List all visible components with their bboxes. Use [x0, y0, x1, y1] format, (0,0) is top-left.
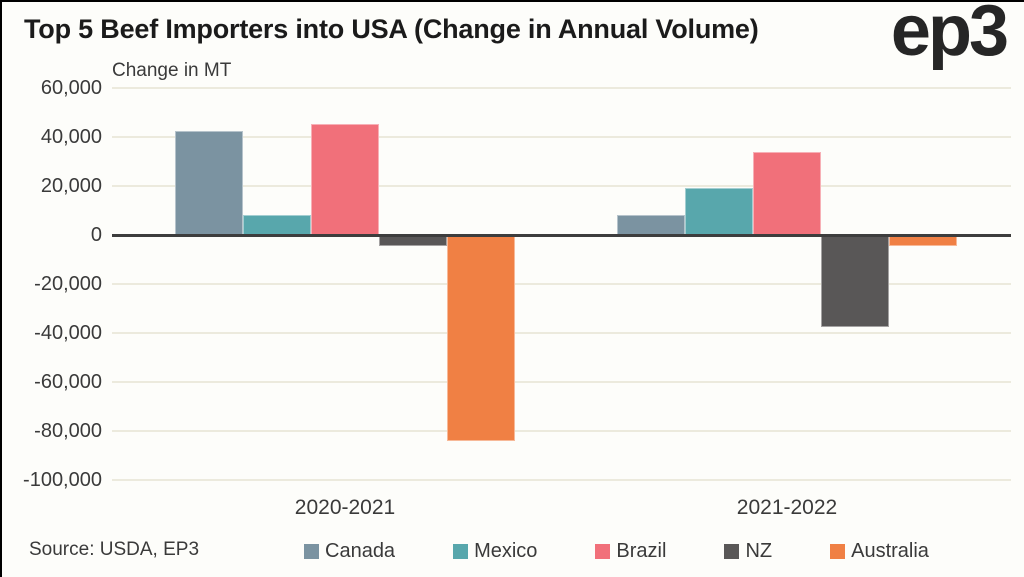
- legend-swatch-nz: [724, 543, 740, 559]
- legend-swatch-mexico: [453, 543, 469, 559]
- legend-swatch-canada: [304, 543, 319, 559]
- y-tick-label: 20,000: [40, 175, 102, 197]
- bar-nz-2021-2022: [821, 235, 889, 327]
- legend-label: Canada: [325, 539, 396, 562]
- source-note: Source: USDA, EP3: [29, 539, 200, 560]
- y-tick-label: -100,000: [23, 469, 102, 491]
- bar-mexico-2021-2022: [685, 188, 753, 235]
- legend-item-brazil: Brazil: [595, 540, 666, 563]
- y-tick-label: 40,000: [40, 126, 102, 148]
- bar-canada-2020-2021: [175, 130, 243, 235]
- legend-label: Australia: [851, 539, 929, 562]
- bar-australia-2021-2022: [889, 235, 957, 247]
- chart-title: Top 5 Beef Importers into USA (Change in…: [24, 14, 759, 44]
- zero-axis-line: [112, 233, 1011, 237]
- legend-label: Brazil: [616, 539, 667, 562]
- gridline-60000: [112, 87, 1011, 89]
- category-label-2020-2021: 2020-2021: [294, 496, 396, 519]
- y-tick-label: -80,000: [34, 420, 102, 442]
- gridline--40000: [112, 332, 1011, 334]
- bar-canada-2021-2022: [617, 215, 685, 235]
- gridline--60000: [112, 381, 1011, 383]
- gridline-20000: [112, 185, 1011, 187]
- bar-brazil-2021-2022: [753, 151, 821, 235]
- category-label-2021-2022: 2021-2022: [736, 496, 838, 519]
- legend-label: NZ: [745, 539, 773, 562]
- y-axis-title: Change in MT: [112, 60, 232, 81]
- gridline-40000: [112, 136, 1011, 138]
- y-tick-label: -60,000: [34, 371, 102, 393]
- legend-item-mexico: Mexico: [453, 540, 537, 563]
- bar-brazil-2020-2021: [311, 123, 379, 235]
- gridline--80000: [112, 430, 1011, 432]
- gridline--20000: [112, 283, 1011, 285]
- legend-item-canada: Canada: [304, 540, 395, 563]
- y-tick-label: 60,000: [40, 77, 102, 99]
- plot-area: [112, 87, 1011, 481]
- bar-australia-2020-2021: [447, 235, 515, 441]
- legend-item-nz: NZ: [724, 540, 772, 563]
- legend-swatch-brazil: [595, 543, 611, 559]
- bar-mexico-2020-2021: [243, 215, 311, 235]
- y-tick-label: -40,000: [34, 322, 102, 344]
- ep3-logo: ep3: [890, 0, 1009, 71]
- legend: Canada Mexico Brazil NZ Australia: [304, 537, 929, 565]
- bar-nz-2020-2021: [379, 235, 447, 247]
- legend-item-australia: Australia: [830, 540, 929, 563]
- gridline--100000: [112, 479, 1011, 481]
- y-tick-label: -20,000: [34, 273, 102, 295]
- legend-swatch-australia: [830, 543, 846, 559]
- legend-label: Mexico: [474, 539, 538, 562]
- y-tick-label: 0: [90, 224, 102, 246]
